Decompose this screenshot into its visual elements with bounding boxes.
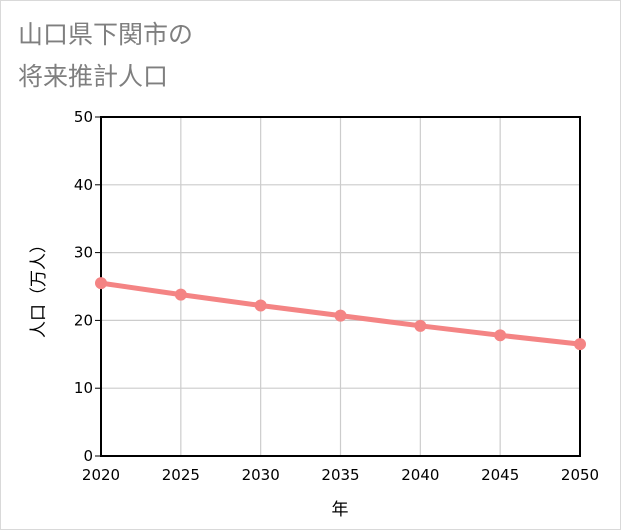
series-layer [95,277,586,351]
x-tick-label: 2050 [561,466,599,484]
data-point[interactable] [254,299,267,312]
y-tick-label: 40 [74,176,93,194]
x-tick-label: 2035 [321,466,359,484]
x-axis-label: 年 [332,500,349,520]
y-axis-ticks: 0 10 20 30 40 50 [74,108,101,465]
y-axis-label: 人口（万人） [29,236,49,338]
data-point[interactable] [334,309,347,322]
data-point[interactable] [95,277,107,290]
data-point[interactable] [494,329,507,342]
x-tick-label: 2025 [162,466,200,484]
y-tick-label: 10 [74,379,93,397]
y-tick-label: 50 [74,108,93,126]
y-tick-label: 0 [83,447,93,465]
x-tick-label: 2020 [82,466,120,484]
x-axis-ticks: 2020 2025 2030 2035 2040 2045 2050 [82,466,599,484]
y-tick-label: 20 [74,311,93,329]
chart-title: 山口県下関市の 将来推計人口 [18,14,193,98]
data-point[interactable] [414,319,427,332]
x-tick-label: 2045 [481,466,519,484]
chart-title-line-1: 山口県下関市の [18,20,194,49]
grid-lines [100,116,581,457]
data-point[interactable] [174,288,187,301]
x-tick-label: 2030 [242,466,280,484]
x-tick-label: 2040 [401,466,439,484]
data-point[interactable] [574,338,586,351]
y-tick-label: 30 [74,244,93,262]
chart-title-line-2: 将来推計人口 [18,62,169,91]
